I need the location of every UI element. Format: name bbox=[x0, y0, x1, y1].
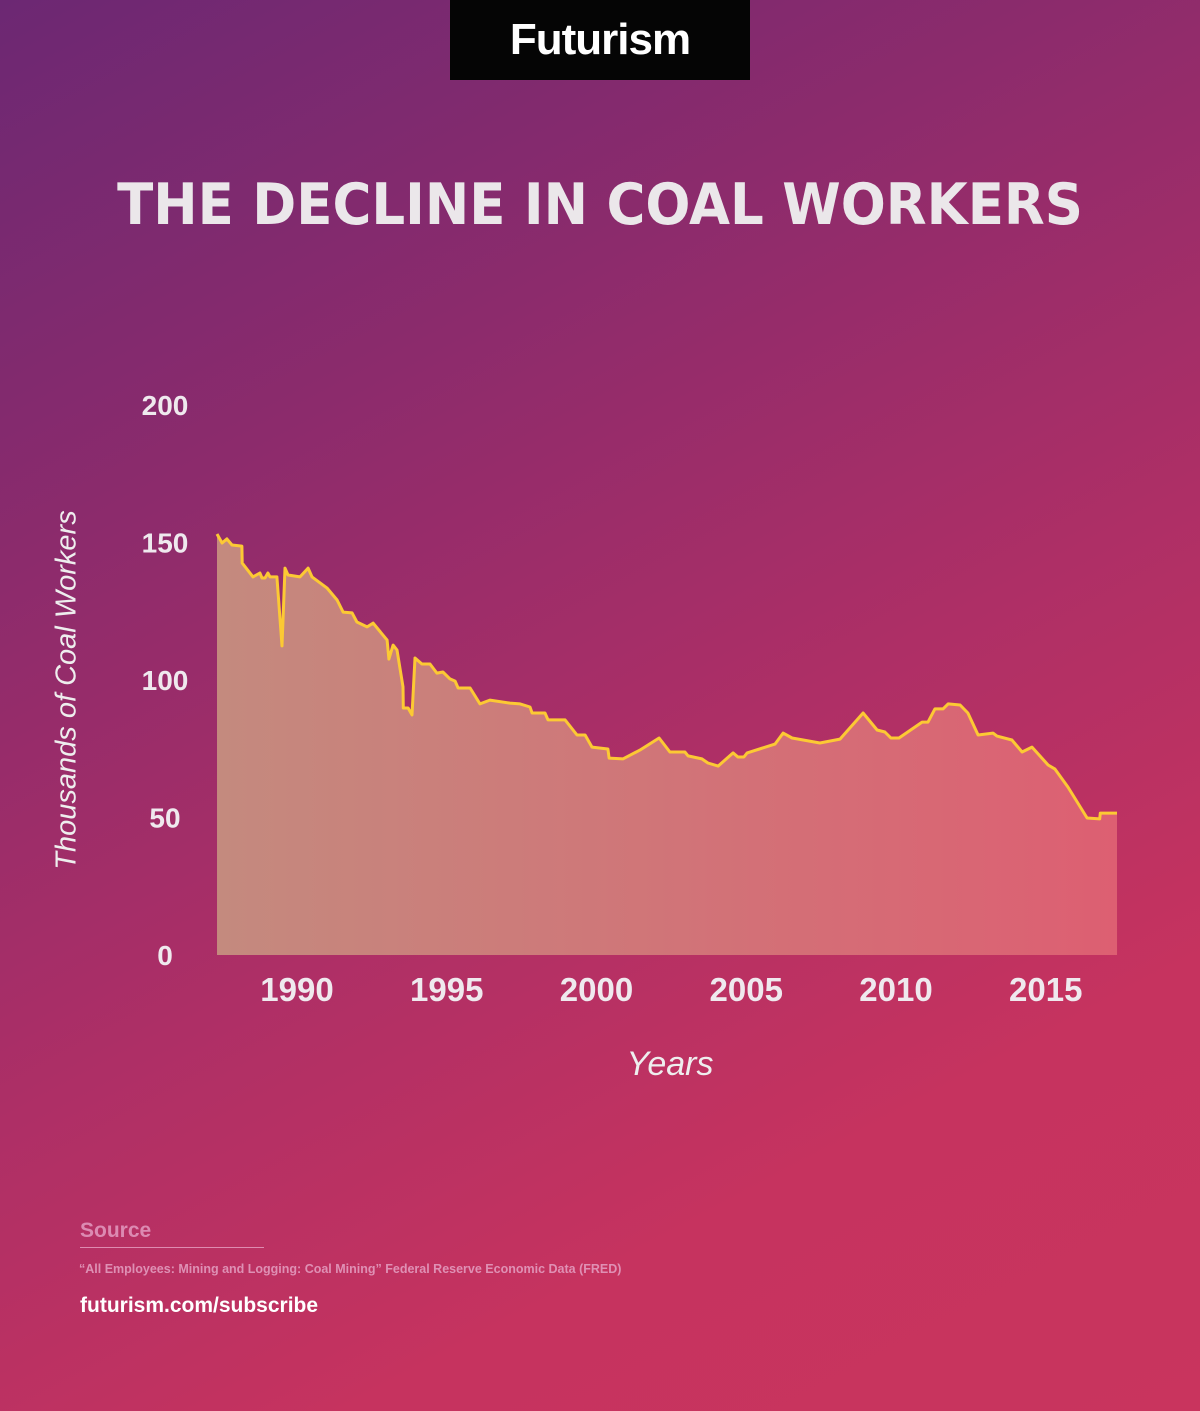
x-tick-label: 2015 bbox=[1009, 971, 1082, 1008]
x-tick-label: 1995 bbox=[410, 971, 483, 1008]
y-tick-label: 50 bbox=[149, 803, 180, 834]
x-tick-label: 2000 bbox=[560, 971, 633, 1008]
y-tick-label: 150 bbox=[142, 528, 189, 559]
x-axis-label: Years bbox=[626, 1045, 714, 1083]
x-tick-label: 1990 bbox=[260, 971, 333, 1008]
series-line bbox=[215, 533, 1117, 821]
x-tick-label: 2010 bbox=[859, 971, 932, 1008]
area-fill bbox=[217, 534, 1118, 955]
source-heading: Source bbox=[80, 1219, 152, 1242]
y-tick-label: 0 bbox=[157, 940, 173, 971]
chart-title: THE DECLINE IN COAL WORKERS bbox=[117, 172, 1083, 238]
y-tick-label: 100 bbox=[142, 665, 189, 696]
subscribe-link[interactable]: futurism.com/subscribe bbox=[80, 1294, 319, 1317]
futurism-logo: Futurism bbox=[450, 0, 750, 80]
source-citation: “All Employees: Mining and Logging: Coal… bbox=[79, 1262, 622, 1276]
y-axis-label: Thousands of Coal Workers bbox=[50, 510, 83, 870]
source-divider bbox=[80, 1247, 264, 1248]
x-tick-label: 2005 bbox=[710, 971, 783, 1008]
y-tick-label: 200 bbox=[142, 390, 189, 421]
